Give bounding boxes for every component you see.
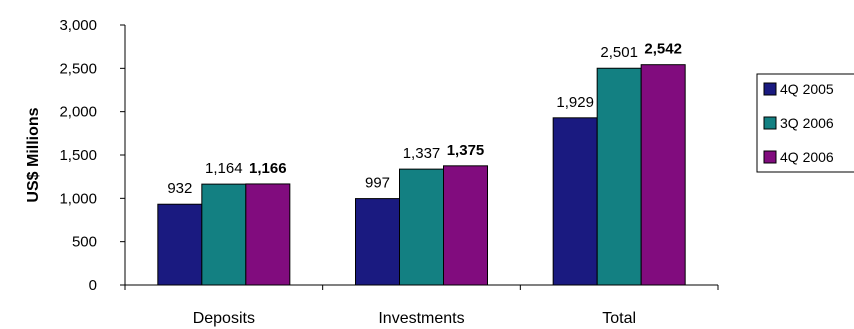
legend: 4Q 2005 3Q 2006 4Q 2006 <box>756 73 854 173</box>
legend-swatch <box>763 116 777 130</box>
bar <box>640 64 686 286</box>
data-label: 2,501 <box>600 44 638 61</box>
y-tick-label: 2,500 <box>59 60 97 77</box>
data-labels: 932 997 1,929 1,164 1,337 2,501 1,166 1,375 2,54… <box>167 41 682 198</box>
data-label: 1,337 <box>403 145 441 162</box>
data-label: 1,164 <box>205 160 243 177</box>
bar <box>201 183 247 286</box>
x-tick-label: Total <box>602 310 636 327</box>
bar <box>552 117 598 286</box>
bar-series <box>157 64 686 286</box>
y-tick-label: 1,000 <box>59 190 97 207</box>
legend-swatch <box>763 82 777 96</box>
data-label: 1,166 <box>249 160 287 177</box>
data-label: 997 <box>365 175 390 192</box>
y-tick-label: 500 <box>72 234 97 251</box>
y-tick-label: 3,000 <box>59 17 97 34</box>
x-tick-label: Investments <box>378 310 464 327</box>
legend-label: 4Q 2006 <box>780 149 834 165</box>
bar <box>443 165 488 286</box>
legend-label: 4Q 2005 <box>780 81 834 97</box>
legend-swatch <box>763 150 777 164</box>
x-axis: Deposits Investments Total <box>124 284 719 327</box>
bar <box>245 183 291 286</box>
y-tick-label: 1,500 <box>59 147 97 164</box>
data-label: 2,542 <box>644 41 682 58</box>
x-tick-label: Deposits <box>193 310 255 327</box>
data-label: 1,929 <box>556 94 594 111</box>
bar <box>399 168 444 286</box>
bar <box>157 203 203 286</box>
y-axis-label: US$ Millions <box>25 107 42 202</box>
legend-label: 3Q 2006 <box>780 115 834 131</box>
data-label: 932 <box>167 180 192 197</box>
bar <box>355 198 400 286</box>
y-tick-label: 2,000 <box>59 104 97 121</box>
bar <box>596 67 642 286</box>
y-tick-label: 0 <box>89 277 97 294</box>
y-axis: 0 500 1,000 1,500 2,000 2,500 3,000 <box>59 17 126 294</box>
data-label: 1,375 <box>447 142 485 159</box>
